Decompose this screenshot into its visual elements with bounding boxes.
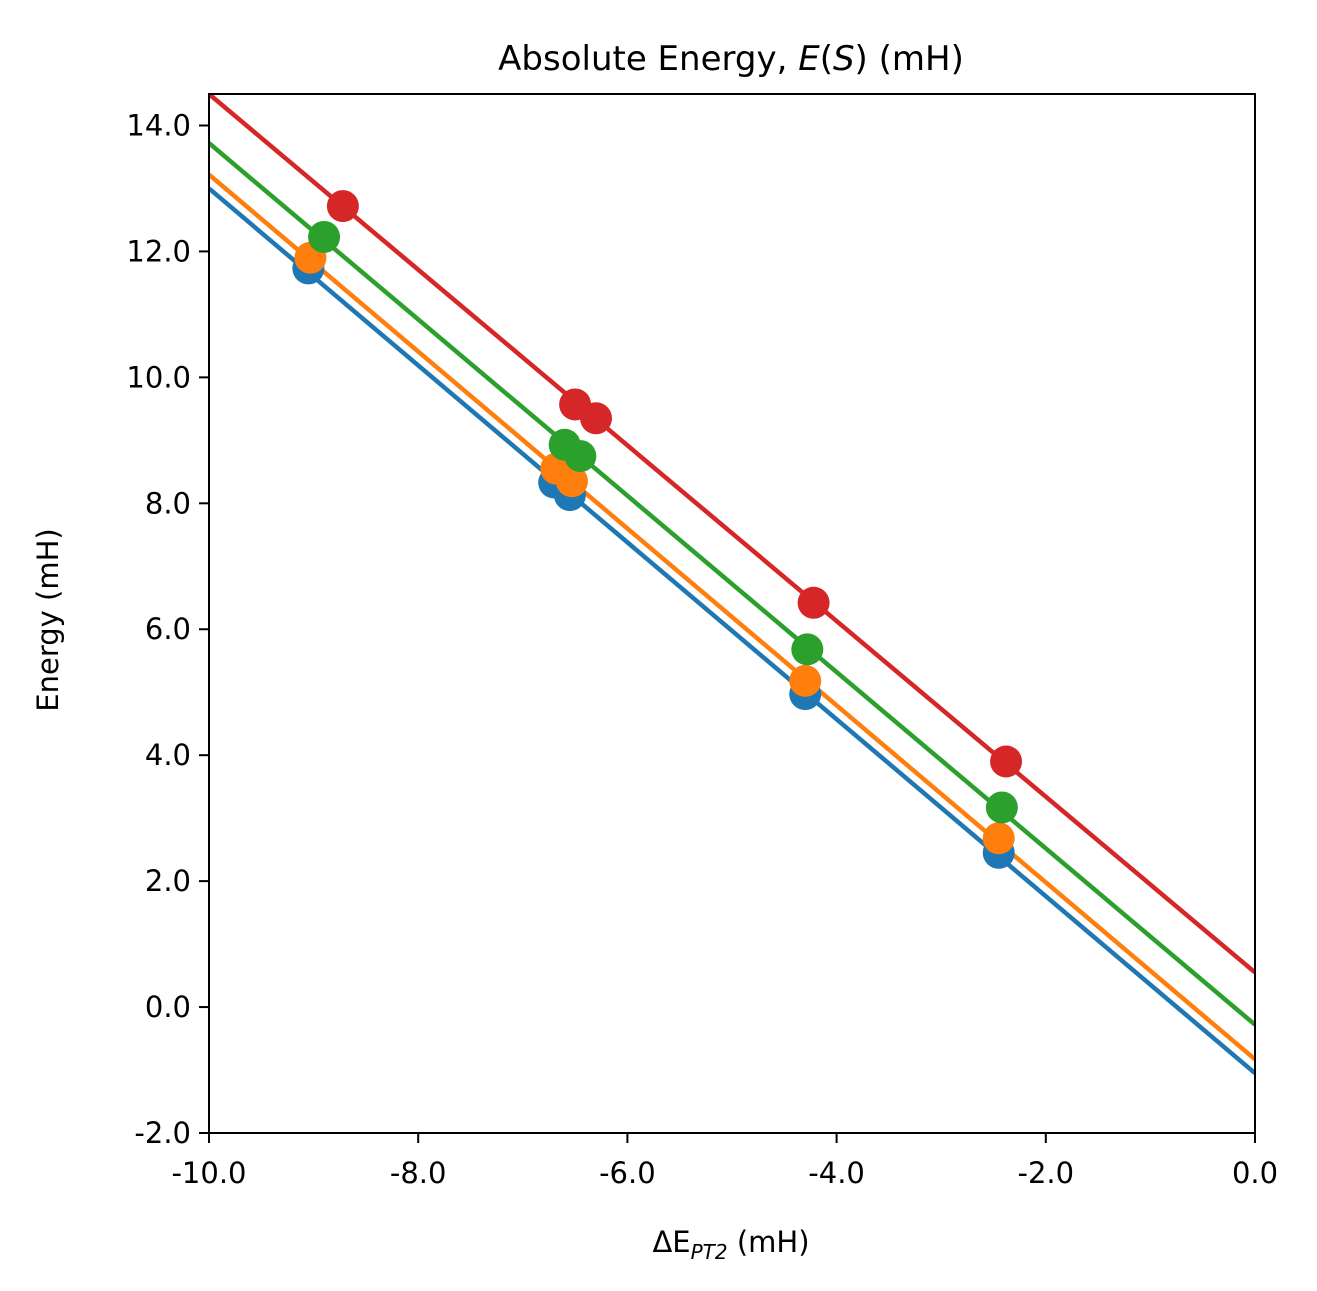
fit-line-series-2 xyxy=(209,172,1255,1062)
data-point-series-3-1 xyxy=(308,220,341,253)
data-point-series-3-5 xyxy=(985,791,1018,824)
data-points xyxy=(292,190,1023,869)
x-axis-label: ΔEPT2 (mH) xyxy=(652,1225,809,1264)
data-point-series-4-4 xyxy=(797,586,830,619)
fit-lines xyxy=(209,94,1255,1075)
x-tick-label: -6.0 xyxy=(599,1156,656,1190)
x-tick-label: 0.0 xyxy=(1232,1156,1278,1190)
y-axis-label: Energy (mH) xyxy=(31,528,65,711)
data-point-series-2-3 xyxy=(555,465,588,498)
chart-title: Absolute Energy, E(S) (mH) xyxy=(498,39,964,79)
y-axis: -2.0 0.0 2.0 4.0 6.0 8.0 10.0 12.0 14.0 xyxy=(126,108,209,1150)
y-tick-label: 4.0 xyxy=(145,738,191,772)
y-tick-label: 2.0 xyxy=(145,864,191,898)
data-point-series-4-3 xyxy=(580,402,613,435)
y-tick-label: 6.0 xyxy=(145,612,191,646)
data-point-series-4-5 xyxy=(990,745,1023,778)
x-tick-label: -10.0 xyxy=(171,1156,246,1190)
fit-line-series-1 xyxy=(209,186,1255,1075)
x-tick-label: -8.0 xyxy=(390,1156,447,1190)
y-tick-label: 10.0 xyxy=(126,360,191,394)
data-point-series-2-4 xyxy=(789,664,822,697)
y-tick-label: -2.0 xyxy=(134,1116,191,1150)
data-point-series-3-4 xyxy=(791,633,824,666)
data-point-series-4-1 xyxy=(326,190,359,223)
y-tick-label: 14.0 xyxy=(126,108,191,142)
x-tick-label: -2.0 xyxy=(1018,1156,1075,1190)
fit-line-series-3 xyxy=(209,141,1255,1027)
y-tick-label: 0.0 xyxy=(145,990,191,1024)
y-tick-label: 12.0 xyxy=(126,234,191,268)
fit-line-series-4 xyxy=(209,94,1255,975)
y-tick-label: 8.0 xyxy=(145,486,191,520)
plot-area xyxy=(209,94,1255,1075)
plot-frame xyxy=(208,93,1256,1134)
data-point-series-3-3 xyxy=(564,440,597,473)
x-tick-label: -4.0 xyxy=(808,1156,865,1190)
data-point-series-2-5 xyxy=(982,822,1015,855)
x-axis: -10.0 -8.0 -6.0 -4.0 -2.0 0.0 xyxy=(171,1133,1278,1190)
